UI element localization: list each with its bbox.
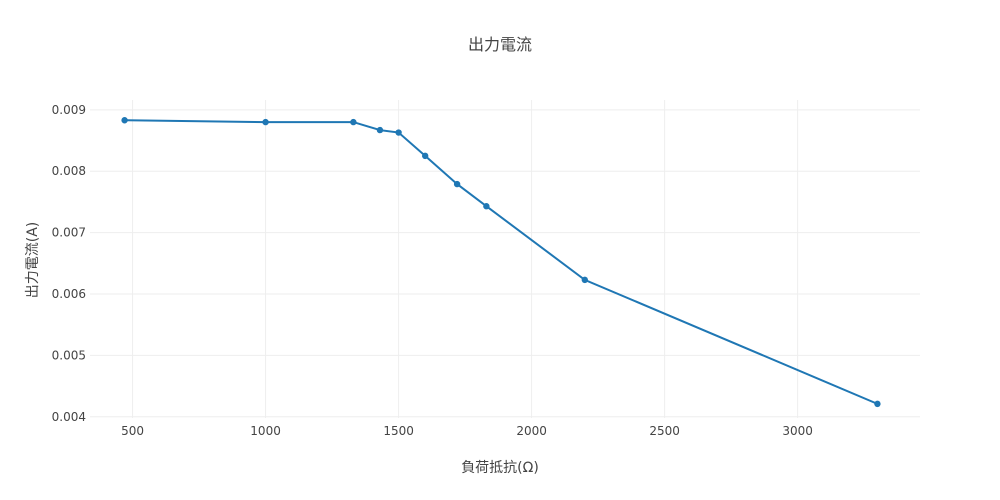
x-tick-label: 3000 [782, 424, 813, 438]
x-tick-label: 1000 [250, 424, 281, 438]
x-axis-title: 負荷抵抗(Ω) [461, 460, 539, 476]
x-tick-label: 1500 [383, 424, 414, 438]
y-tick-label: 0.006 [52, 287, 86, 301]
y-tick-label: 0.009 [52, 103, 86, 117]
data-point[interactable] [483, 203, 490, 210]
data-point[interactable] [350, 118, 357, 126]
x-tick-label: 2500 [649, 424, 680, 438]
series-line [124, 119, 878, 405]
y-tick-label: 0.005 [52, 348, 86, 362]
y-tick-labels: 0.004 0.005 0.006 0.007 0.008 0.009 [52, 103, 86, 424]
y-axis-title: 出力電流(A) [25, 222, 41, 299]
chart-title: 出力電流 [468, 35, 532, 54]
data-point[interactable] [581, 276, 589, 284]
data-point[interactable] [262, 118, 269, 126]
data-point[interactable] [453, 180, 461, 188]
x-tick-labels: 500 1000 1500 2000 2500 3000 [121, 424, 813, 438]
y-tick-label: 0.008 [52, 164, 86, 178]
grid-layer [90, 100, 920, 418]
data-point[interactable] [376, 126, 384, 134]
y-tick-label: 0.004 [52, 410, 86, 424]
data-point[interactable] [395, 129, 402, 136]
series-layer [121, 117, 881, 408]
x-tick-label: 500 [121, 424, 144, 438]
data-point[interactable] [421, 152, 429, 160]
x-tick-label: 2000 [516, 424, 547, 438]
data-point[interactable] [874, 400, 881, 408]
y-tick-label: 0.007 [52, 226, 86, 240]
data-point[interactable] [121, 117, 128, 124]
